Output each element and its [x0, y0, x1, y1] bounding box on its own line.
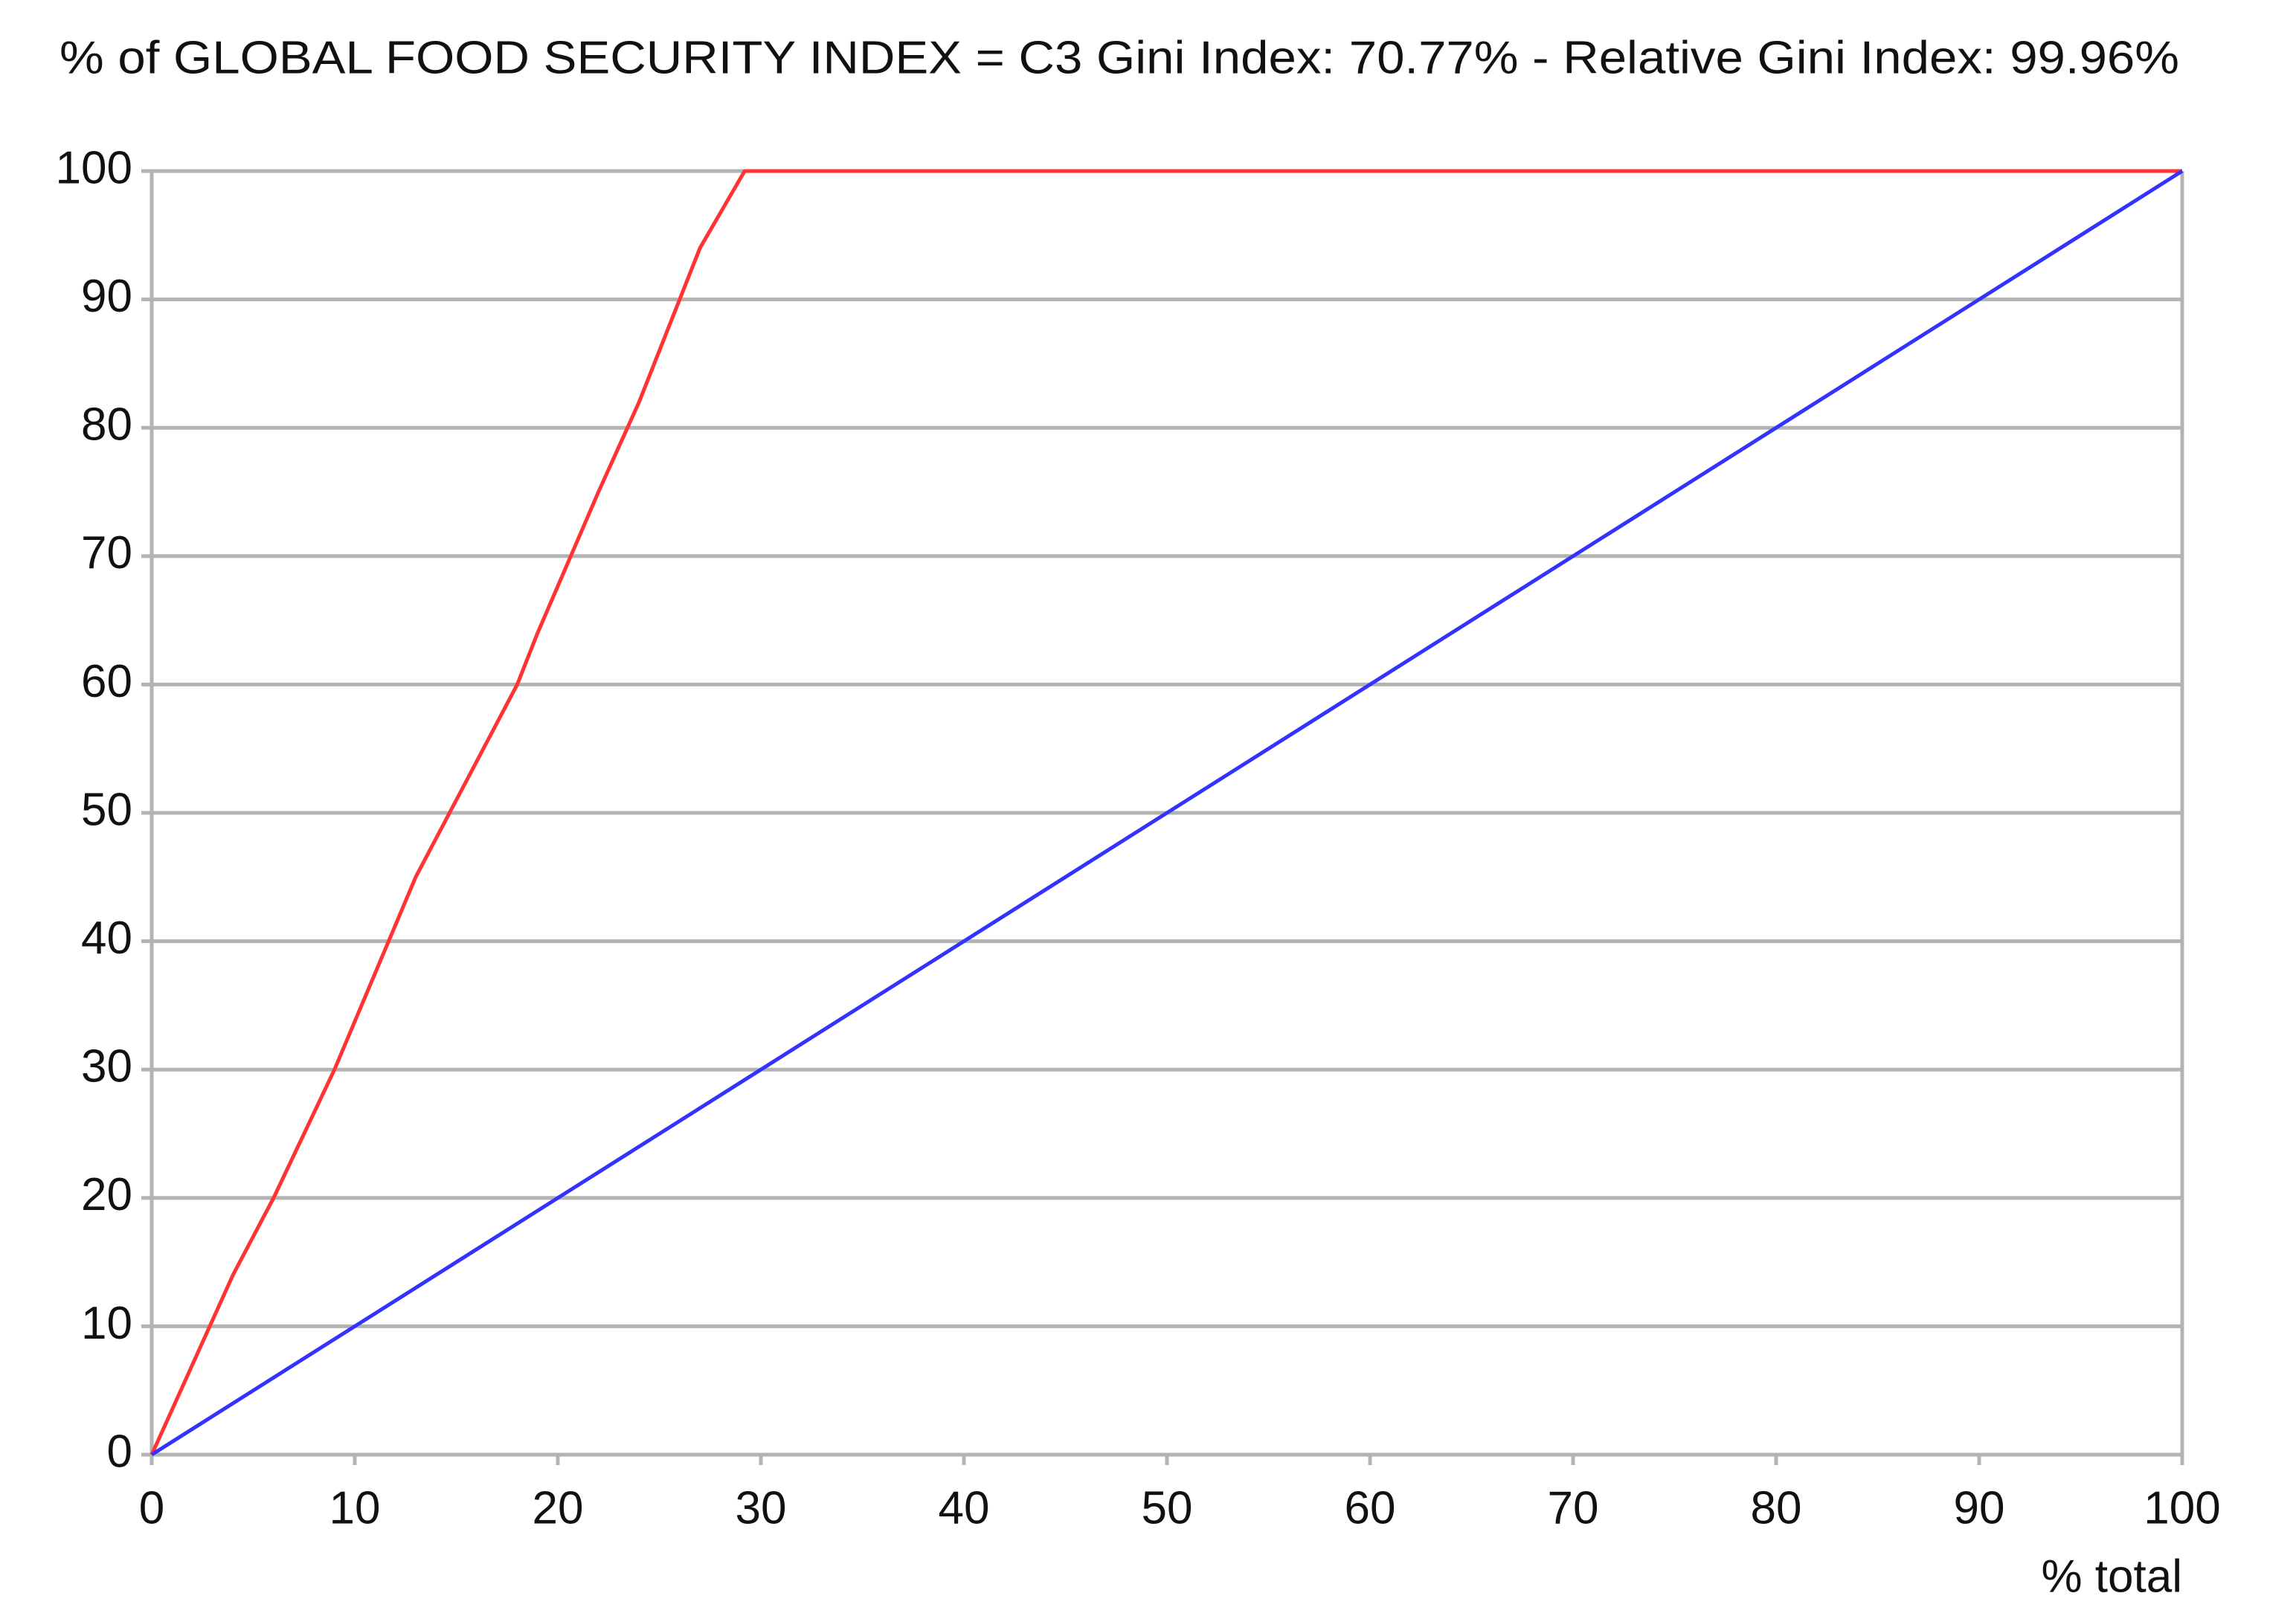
- x-tick-label: 20: [533, 1482, 584, 1534]
- x-tick-label: 40: [939, 1482, 990, 1534]
- x-tick-label: 0: [139, 1482, 164, 1534]
- x-tick-label: 50: [1142, 1482, 1193, 1534]
- y-tick-label: 80: [81, 399, 132, 451]
- y-tick-label: 60: [81, 656, 132, 707]
- y-tick-label: 20: [81, 1169, 132, 1220]
- x-tick-label: 30: [736, 1482, 787, 1534]
- x-tick-label: 80: [1751, 1482, 1802, 1534]
- x-tick-label: 10: [329, 1482, 381, 1534]
- x-tick-label: 100: [2144, 1482, 2220, 1534]
- chart-title: % of GLOBAL FOOD SECURITY INDEX = C3 Gin…: [60, 32, 2179, 83]
- y-tick-label: 90: [81, 271, 132, 322]
- y-tick-label: 0: [107, 1426, 132, 1477]
- x-tick-label: 70: [1548, 1482, 1599, 1534]
- y-tick-label: 30: [81, 1041, 132, 1092]
- x-axis-label: % total: [2041, 1551, 2182, 1602]
- y-tick-label: 70: [81, 527, 132, 579]
- y-tick-label: 40: [81, 913, 132, 964]
- y-tick-label: 100: [56, 142, 132, 193]
- data-line: [150, 169, 2184, 1457]
- y-tick-label: 10: [81, 1298, 132, 1349]
- y-tick-label: 50: [81, 784, 132, 835]
- x-tick-label: 60: [1345, 1482, 1396, 1534]
- x-tick-label: 90: [1954, 1482, 2005, 1534]
- data-line: [149, 169, 2182, 1456]
